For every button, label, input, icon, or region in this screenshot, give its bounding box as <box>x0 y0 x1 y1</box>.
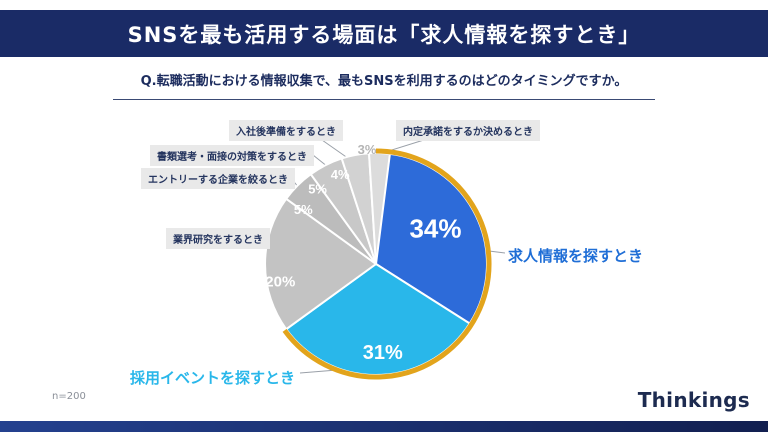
bottom-accent-bar <box>0 421 768 432</box>
pie-label-entry-shibori: エントリーする企業を絞るとき <box>141 168 295 189</box>
pie-percent-31%: 31% <box>363 342 403 364</box>
leader-line-gyokai <box>266 239 288 260</box>
pie-label-shorui-mensetsu: 書類選考・面接の対策をするとき <box>150 145 314 166</box>
chart-question: Q.転職活動における情報収集で、最もSNSを利用するのはどのタイミングですか。 <box>113 70 655 100</box>
pie-percent-34%: 34% <box>409 214 461 244</box>
leader-line-shorui <box>312 154 329 168</box>
leader-line-naitei <box>378 138 428 155</box>
pie-percent-20%: 20% <box>265 274 295 291</box>
pie-label-kyujin-joho: 求人情報を探すとき <box>508 247 644 265</box>
sample-size: n=200 <box>52 391 86 402</box>
pie-slice-34% <box>375 151 488 325</box>
pie-slice-5% <box>309 157 377 265</box>
pie-label-saiyo-event: 採用イベントを探すとき <box>130 369 296 387</box>
pie-slice-20% <box>264 197 378 331</box>
leader-line-kyujin <box>488 250 506 254</box>
brand-logo: Thinkings <box>637 388 750 412</box>
leader-lines <box>266 138 506 374</box>
pie-percent-5%: 5% <box>308 182 327 197</box>
pie-slice-31% <box>284 262 472 376</box>
pie-slice-5% <box>284 172 377 265</box>
pie-slice-3% <box>367 152 392 265</box>
pie-percent-5%: 5% <box>294 202 313 217</box>
leader-line-nyusha <box>321 139 353 162</box>
pie-label-naitei-shodaku: 内定承諾をするか決めるとき <box>396 120 540 141</box>
pie-label-nyushago-junbi: 入社後準備をするとき <box>229 120 343 141</box>
pie-percent-4%: 4% <box>331 167 350 182</box>
page-title: SNSを最も活用する場面は「求人情報を探すとき」 <box>127 22 641 47</box>
pie-percent-3%: 3% <box>358 142 377 157</box>
leader-line-saiyo <box>299 369 338 374</box>
pie-label-gyokai-kenkyu: 業界研究をするとき <box>166 228 270 249</box>
pie-slice-4% <box>340 152 377 265</box>
pie-slices: 34% 31% 20% 5% 5% 4% 3% <box>264 142 492 380</box>
highlight-outline-arc <box>282 148 492 380</box>
header-banner: SNSを最も活用する場面は「求人情報を探すとき」 <box>0 10 768 57</box>
